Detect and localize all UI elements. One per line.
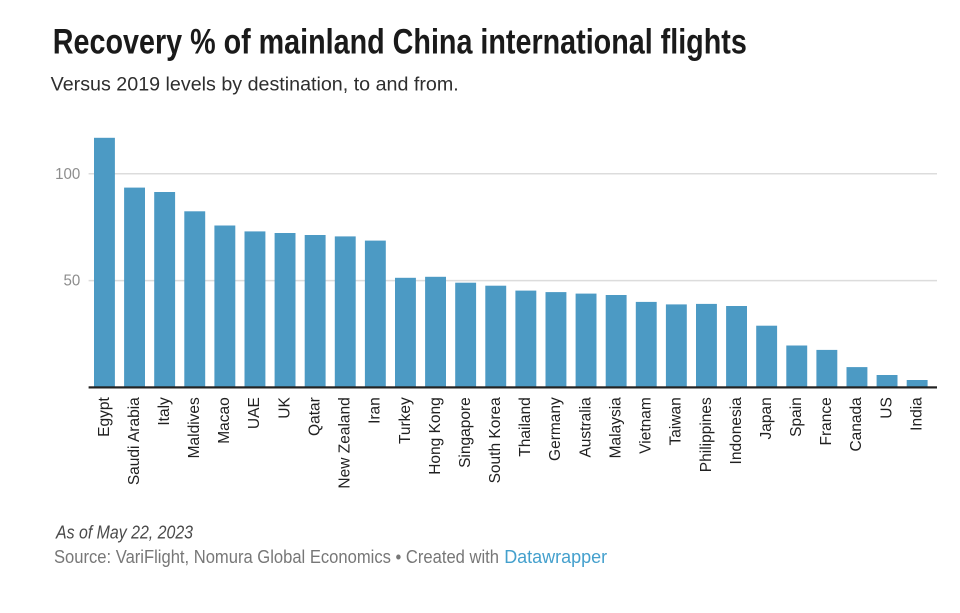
svg-text:Indonesia: Indonesia xyxy=(728,397,745,464)
svg-text:As of May 22, 2023: As of May 22, 2023 xyxy=(55,522,193,542)
svg-text:Macao: Macao xyxy=(216,397,233,444)
svg-text:South Korea: South Korea xyxy=(487,397,504,483)
svg-text:Vietnam: Vietnam xyxy=(637,397,654,454)
svg-text:Saudi Arabia: Saudi Arabia xyxy=(126,397,143,485)
svg-text:Datawrapper: Datawrapper xyxy=(504,547,607,567)
svg-text:Source: VariFlight, Nomura Glo: Source: VariFlight, Nomura Global Econom… xyxy=(54,547,499,567)
svg-text:100: 100 xyxy=(55,166,81,183)
svg-text:UK: UK xyxy=(276,397,293,419)
svg-text:Malaysia: Malaysia xyxy=(607,397,624,458)
svg-text:Germany: Germany xyxy=(547,397,564,461)
svg-text:France: France xyxy=(818,397,835,446)
svg-text:Hong Kong: Hong Kong xyxy=(427,397,444,475)
svg-text:UAE: UAE xyxy=(246,397,263,429)
svg-text:Maldives: Maldives xyxy=(186,397,203,458)
svg-text:Versus 2019 levels by destinat: Versus 2019 levels by destination, to an… xyxy=(51,75,459,96)
svg-text:Australia: Australia xyxy=(577,397,594,458)
svg-text:Canada: Canada xyxy=(848,397,865,452)
svg-text:Iran: Iran xyxy=(366,397,383,424)
svg-text:New Zealand: New Zealand xyxy=(336,397,353,488)
svg-text:Turkey: Turkey xyxy=(397,397,414,444)
svg-text:Recovery % of mainland China i: Recovery % of mainland China internation… xyxy=(53,22,747,61)
svg-text:Thailand: Thailand xyxy=(517,397,534,456)
svg-text:Italy: Italy xyxy=(156,397,173,426)
svg-text:Spain: Spain xyxy=(788,397,805,437)
svg-text:Qatar: Qatar xyxy=(306,397,323,436)
svg-text:Singapore: Singapore xyxy=(457,397,474,468)
svg-text:Philippines: Philippines xyxy=(698,397,715,472)
svg-text:50: 50 xyxy=(64,273,81,290)
svg-text:US: US xyxy=(878,397,895,419)
svg-text:India: India xyxy=(908,397,925,431)
svg-text:Egypt: Egypt xyxy=(96,397,113,437)
svg-text:Taiwan: Taiwan xyxy=(667,397,684,445)
svg-text:Japan: Japan xyxy=(758,397,775,439)
